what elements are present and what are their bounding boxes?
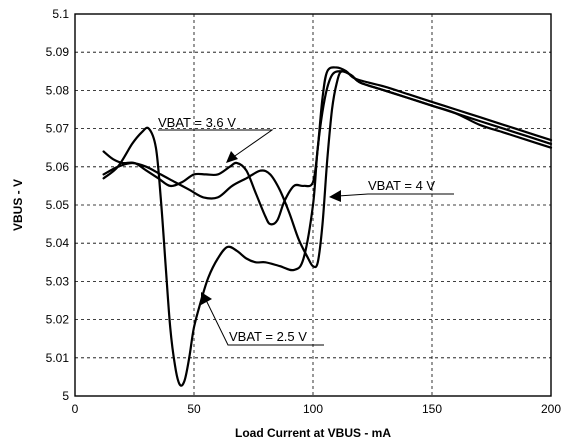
annotation-vbat-4-arrowhead	[329, 190, 341, 202]
x-tick-label: 0	[72, 402, 79, 416]
annotation-vbat-4-leader	[337, 193, 454, 197]
series-line-1	[102, 66, 553, 226]
annotation-vbat-2-5: VBAT = 2.5 V	[229, 329, 307, 344]
y-tick-label: 5.01	[46, 351, 70, 365]
x-tick-label: 150	[422, 402, 442, 416]
y-tick-label: 5.02	[46, 313, 70, 327]
series-lines	[102, 66, 553, 387]
y-tick-label: 5.03	[46, 274, 70, 288]
y-tick-label: 5.05	[46, 198, 70, 212]
annotation-vbat-4: VBAT = 4 V	[368, 178, 435, 193]
annotation-vbat-2-5-arrowhead	[201, 292, 212, 305]
y-tick-label: 5.07	[46, 122, 70, 136]
y-tick-label: 5.04	[46, 236, 70, 250]
y-tick-label: 5.09	[46, 45, 70, 59]
y-axis-label: VBUS - V	[11, 179, 25, 231]
x-tick-label: 50	[187, 402, 201, 416]
y-tick-label: 5.06	[46, 160, 70, 174]
y-tick-label: 5	[62, 389, 69, 403]
series-line-2	[102, 69, 553, 269]
annotation-vbat-3-6-arrowhead	[226, 151, 238, 163]
x-axis-label: Load Current at VBUS - mA	[235, 426, 391, 440]
annotation-vbat-2-5-leader	[205, 299, 324, 346]
x-tick-label: 200	[541, 402, 561, 416]
y-tick-label: 5.1	[52, 7, 69, 21]
annotations: VBAT = 3.6 V VBAT = 4 V VBAT = 2.5 V	[158, 115, 454, 346]
x-tick-labels: 0 50 100 150 200	[72, 402, 562, 416]
x-tick-label: 100	[303, 402, 323, 416]
annotation-vbat-3-6: VBAT = 3.6 V	[158, 115, 236, 130]
annotation-vbat-3-6-leader	[158, 129, 274, 159]
y-tick-labels: 5 5.01 5.02 5.03 5.04 5.05 5.06 5.07 5.08 5.09 5.1	[46, 7, 70, 403]
y-tick-label: 5.08	[46, 83, 70, 97]
plot-frame	[74, 13, 552, 397]
